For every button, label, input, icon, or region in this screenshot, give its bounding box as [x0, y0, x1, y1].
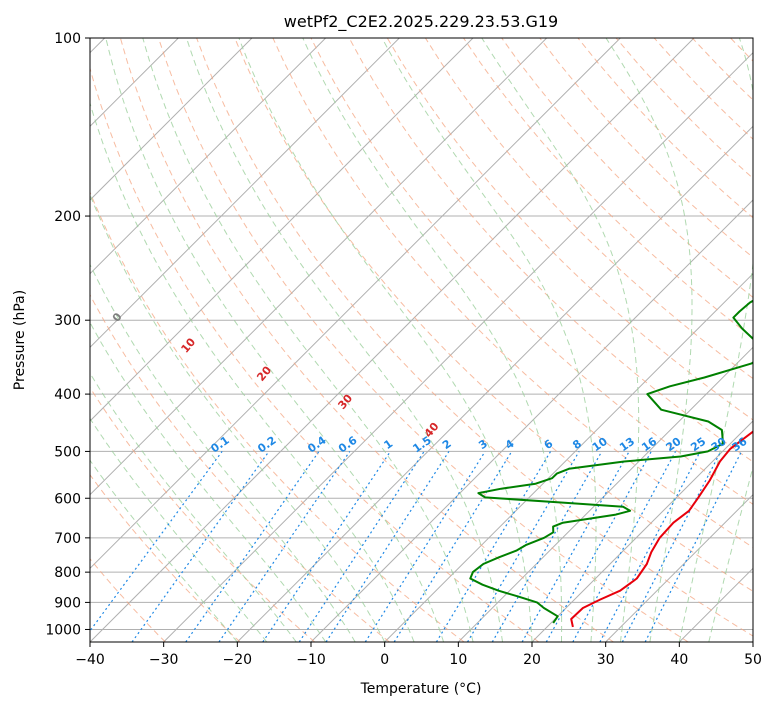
- x-tick-label: −40: [75, 652, 105, 668]
- y-tick-label: 800: [54, 565, 81, 581]
- chart-grid: [90, 38, 753, 642]
- mixing-ratio-line: [491, 451, 603, 642]
- moist-adiabat-line: [90, 321, 327, 642]
- chart-profiles: [469, 299, 753, 628]
- moist-adiabat-line: [678, 38, 753, 642]
- y-tick-label: 400: [54, 387, 81, 403]
- dry-adiabat-line: [90, 66, 540, 642]
- isotherm-line: [457, 346, 753, 642]
- isotherm-line: [90, 38, 400, 349]
- dewpoint-profile-line: [469, 299, 753, 624]
- moist-adiabat-line: [90, 263, 356, 642]
- dry-adiabat-line: [196, 38, 753, 637]
- mixing-ratio-line: [218, 451, 351, 642]
- isotherm-line: [236, 125, 753, 642]
- x-tick-label: −30: [149, 652, 179, 668]
- isotherm-line: [90, 38, 253, 201]
- dry-adiabat-line: [463, 38, 753, 339]
- x-tick-label: 20: [523, 652, 541, 668]
- dry-adiabat-line: [90, 191, 465, 642]
- mixing-ratio-line: [393, 451, 513, 642]
- isotherm-line: [531, 420, 753, 642]
- x-axis-label: Temperature (°C): [360, 681, 482, 697]
- moist-adiabat-line: [105, 38, 445, 642]
- moist-adiabat-line: [605, 38, 693, 642]
- isotherm-line: [90, 38, 327, 275]
- mixing-ratio-line: [572, 451, 677, 642]
- moist-adiabat-line: [142, 38, 474, 642]
- y-tick-label: 1000: [45, 622, 81, 638]
- isotherm-line: [90, 38, 695, 642]
- dry-adiabat-line: [272, 38, 753, 548]
- mixing-ratio-line: [545, 451, 652, 642]
- y-tick-label: 200: [54, 209, 81, 225]
- dry-adiabat-line: [90, 386, 316, 642]
- isotherm-line: [310, 199, 753, 642]
- mixing-ratio-line: [262, 451, 391, 642]
- mixing-ratio-line: [644, 451, 743, 642]
- dry-adiabat-line: [90, 293, 390, 642]
- dry-adiabat-line: [348, 38, 753, 463]
- mixing-ratio-line: [435, 451, 552, 642]
- mixing-ratio-line: [599, 451, 701, 642]
- dry-adiabat-line: [310, 38, 753, 505]
- dry-adiabat-line: [119, 38, 614, 642]
- isotherm-line: [384, 272, 753, 642]
- mixing-ratio-line: [521, 451, 630, 642]
- moist-adiabat-line: [90, 193, 386, 642]
- x-tick-label: −20: [223, 652, 253, 668]
- isotherm-line: [90, 38, 474, 422]
- moist-adiabat-line: [90, 372, 297, 642]
- moist-adiabat-line: [481, 38, 640, 642]
- dry-adiabat-line: [158, 38, 689, 642]
- axis-ticks: −40 −30 −20 −10 0 10 20 30 40 50 100 200 300 400 500 60…: [45, 31, 762, 668]
- moist-adiabat-line: [381, 38, 597, 642]
- dry-adiabat-line: [501, 38, 753, 299]
- x-tick-label: 10: [449, 652, 467, 668]
- mixing-ratio-line: [621, 451, 722, 642]
- mixing-ratio-line: [185, 451, 320, 642]
- x-tick-label: 50: [744, 652, 762, 668]
- isotherm-line: [605, 493, 753, 642]
- mixing-ratio-line: [131, 451, 270, 642]
- dry-adiabat-line: [424, 38, 753, 380]
- x-tick-label: −10: [296, 652, 326, 668]
- y-axis-label: Pressure (hPa): [12, 290, 28, 390]
- plot-frame: [89, 37, 754, 643]
- x-tick-label: 30: [597, 652, 615, 668]
- dry-adiabat-line: [234, 38, 753, 592]
- x-tick-label: 40: [670, 652, 688, 668]
- x-tick-label: 0: [380, 652, 389, 668]
- y-tick-label: 900: [54, 595, 81, 611]
- y-tick-label: 600: [54, 491, 81, 507]
- moist-adiabat-line: [186, 38, 503, 642]
- temperature-profile-line: [570, 430, 753, 628]
- chart-title: wetPf2_C2E2.2025.229.23.53.G19: [284, 12, 558, 32]
- moist-adiabat-line: [90, 101, 415, 642]
- moist-adiabat-line: [90, 459, 238, 642]
- dry-adiabat-line: [90, 473, 241, 642]
- isotherm-line: [163, 51, 753, 642]
- moist-adiabat-line: [302, 38, 563, 642]
- y-tick-label: 100: [54, 31, 81, 47]
- isotherm-line: [90, 38, 548, 496]
- dry-adiabat-line: [386, 38, 753, 421]
- isotherm-line: [90, 38, 621, 570]
- moist-adiabat-line: [708, 465, 753, 642]
- y-tick-label: 700: [54, 531, 81, 547]
- y-tick-label: 500: [54, 444, 81, 460]
- y-tick-label: 300: [54, 313, 81, 329]
- moist-adiabat-line: [90, 417, 268, 642]
